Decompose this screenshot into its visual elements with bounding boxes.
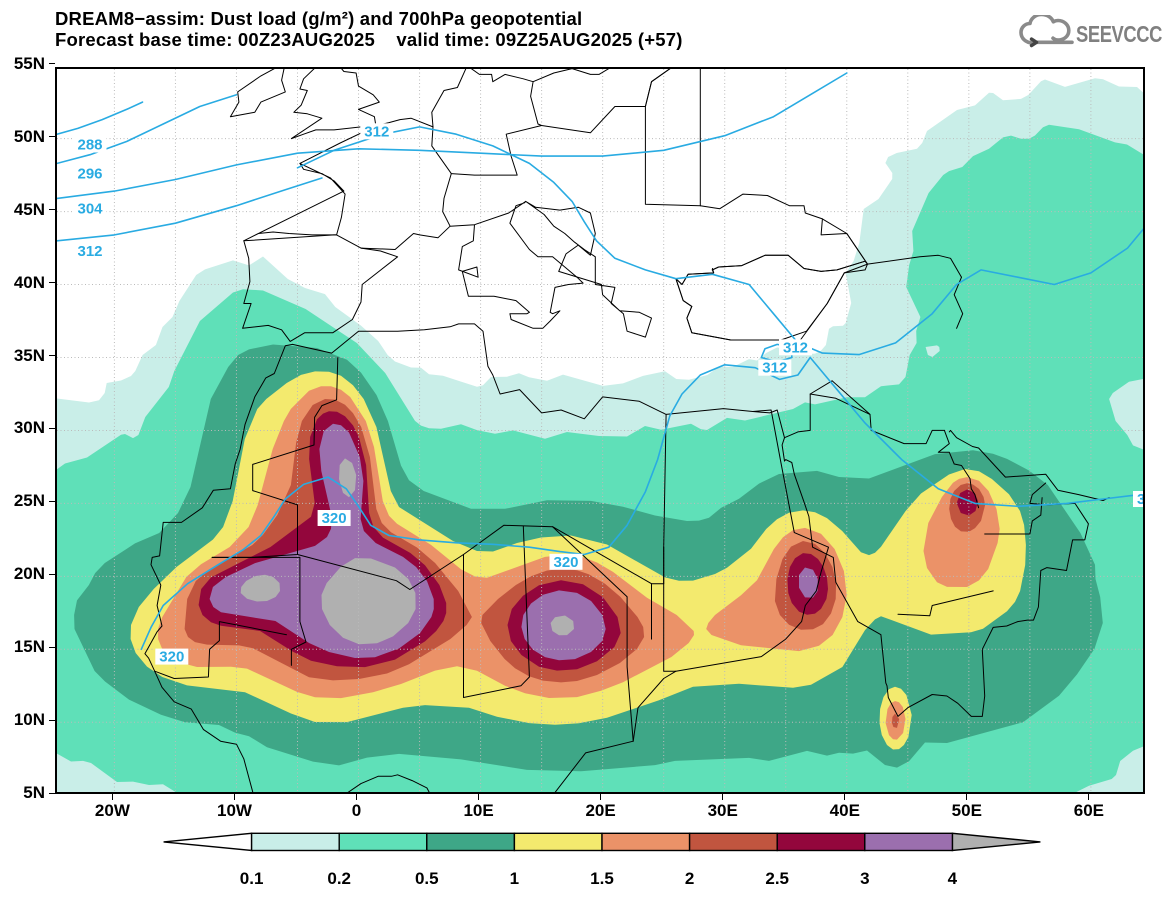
svg-text:304: 304 [77,201,103,218]
svg-text:312: 312 [783,339,808,356]
svg-text:312: 312 [77,243,102,260]
svg-text:312: 312 [1137,491,1145,508]
svg-text:320: 320 [322,510,347,527]
svg-text:320: 320 [159,649,184,666]
svg-text:SEEVCCC: SEEVCCC [1076,21,1162,47]
svg-text:320: 320 [553,554,578,571]
svg-text:288: 288 [77,137,102,154]
svg-text:312: 312 [762,360,787,377]
svg-text:296: 296 [77,166,102,183]
svg-text:312: 312 [364,123,389,140]
